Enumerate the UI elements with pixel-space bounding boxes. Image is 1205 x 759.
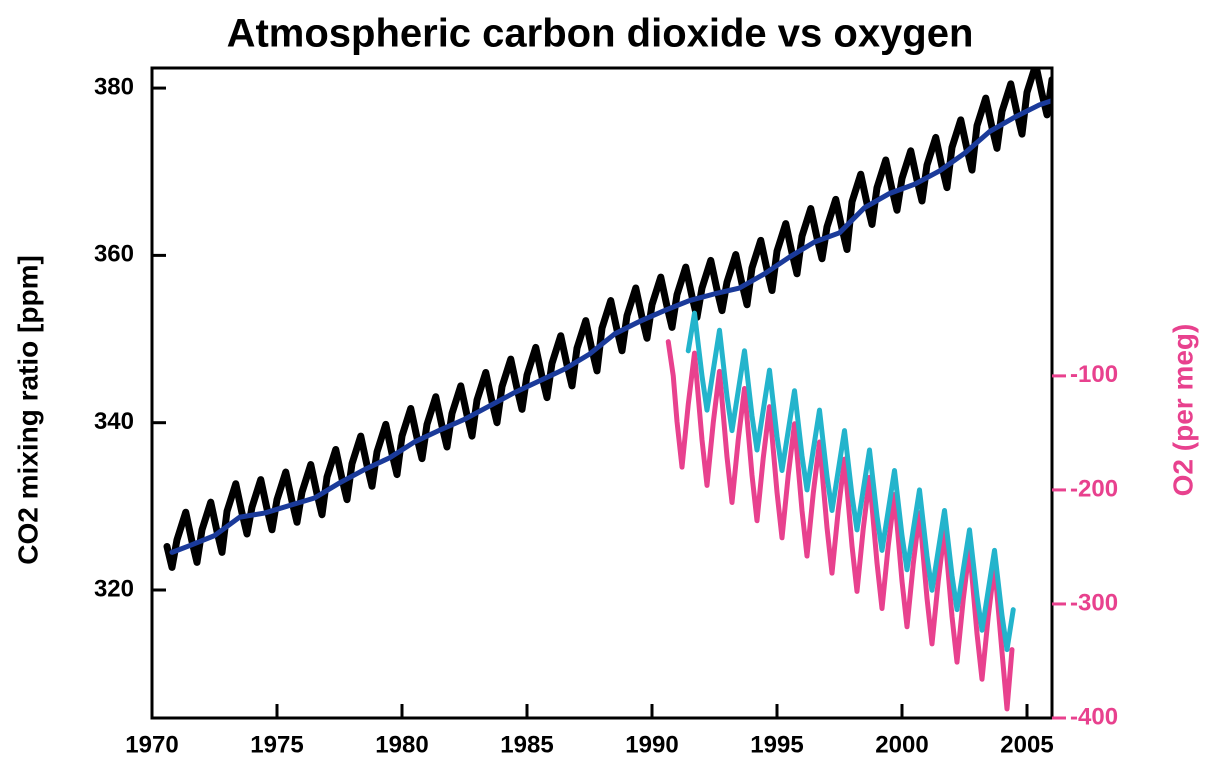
- data-line: [169, 98, 1052, 555]
- plot-frame: [150, 66, 1054, 720]
- y2-tick-label: -300: [1070, 589, 1118, 616]
- y2-tick-label: -200: [1070, 475, 1118, 502]
- x-tick-label: 1985: [500, 731, 553, 758]
- x-tick-label: 1970: [125, 731, 178, 758]
- x-tick-label: 1975: [250, 731, 303, 758]
- y-tick-label: 380: [94, 73, 134, 100]
- data-line: [665, 339, 1015, 712]
- data-line: [685, 310, 1016, 653]
- y2-tick-label: -100: [1070, 361, 1118, 388]
- y2-axis-label: O2 (per meg): [1167, 324, 1198, 497]
- data-line: [163, 68, 1052, 571]
- y-tick-label: 320: [94, 575, 134, 602]
- y2-tick-label: -400: [1070, 703, 1118, 730]
- y-tick-label: 340: [94, 408, 134, 435]
- x-tick-label: 1990: [625, 731, 678, 758]
- y-axis-label: CO2 mixing ratio [ppm]: [12, 255, 43, 565]
- x-tick-label: 1995: [750, 731, 803, 758]
- y-tick-label: 360: [94, 241, 134, 268]
- x-tick-label: 1980: [375, 731, 428, 758]
- x-tick-label: 2000: [875, 731, 928, 758]
- chart-title: Atmospheric carbon dioxide vs oxygen: [227, 12, 974, 56]
- x-tick-label: 2005: [1000, 731, 1053, 758]
- plot-area: [163, 68, 1052, 712]
